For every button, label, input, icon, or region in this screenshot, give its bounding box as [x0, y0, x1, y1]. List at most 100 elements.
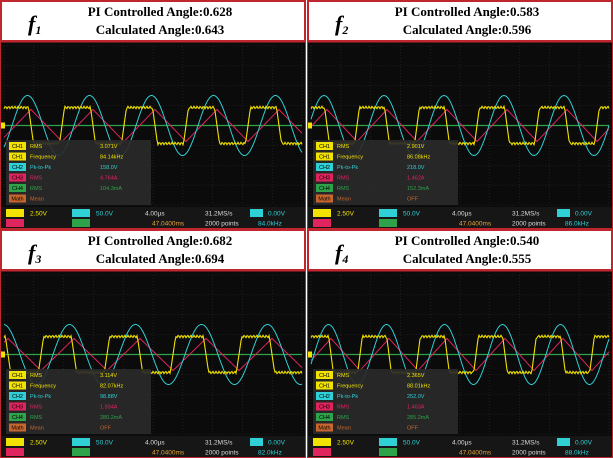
timebase: 4.00µs: [452, 211, 472, 218]
measure-name: Pk-to-Pk: [30, 394, 51, 400]
position: 47.0400ms: [459, 450, 492, 457]
measure-name: Frequency: [337, 384, 363, 390]
measure-name: Frequency: [337, 155, 363, 161]
measure-name: RMS: [30, 373, 43, 379]
measure-name: Mean: [30, 426, 44, 432]
measure-value: 1.463A: [407, 405, 425, 411]
measure-name: RMS: [30, 186, 43, 192]
points: 2000 points: [512, 450, 546, 457]
measure-name: RMS: [337, 144, 350, 150]
ch2-scale: 50.0V: [96, 211, 114, 218]
channel-name: CH1: [319, 384, 330, 390]
measure-name: RMS: [30, 176, 43, 182]
ch2-badge: [379, 209, 397, 217]
ch2-badge: [72, 438, 90, 446]
position: 47.0400ms: [152, 221, 185, 228]
sample-rate: 31.2MS/s: [512, 440, 540, 447]
measure-name: Frequency: [30, 384, 56, 390]
channel-name: CH1: [319, 373, 330, 379]
measure-value: 280.2mA: [100, 415, 122, 421]
ch4-badge: [379, 448, 397, 456]
measure-value: OFF: [407, 197, 419, 203]
channel-name: CH4: [12, 186, 23, 192]
ch2-scale: 50.0V: [96, 440, 114, 447]
channel-name: CH1: [12, 144, 23, 150]
measure-name: RMS: [30, 405, 43, 411]
measure-value: 1.462A: [407, 176, 425, 182]
measure-value: 82.07kHz: [100, 384, 123, 390]
scope-panel: f4PI Controlled Angle:0.540Calculated An…: [307, 230, 613, 458]
measure-value: 88.01kHz: [407, 384, 430, 390]
label-subscript: 3: [34, 252, 41, 266]
channel-name: CH1: [12, 373, 23, 379]
figure: f1PI Controlled Angle:0.628Calculated An…: [0, 0, 613, 458]
ch1-scale: 2.50V: [30, 211, 48, 218]
channel-name: Math: [318, 426, 330, 432]
measure-name: Mean: [30, 197, 44, 203]
measure-value: 218.0V: [407, 165, 425, 171]
label-subscript: 1: [35, 23, 41, 37]
pi-angle: PI Controlled Angle:0.628: [88, 4, 233, 19]
measure-name: RMS: [337, 373, 350, 379]
pi-angle: PI Controlled Angle:0.583: [395, 4, 540, 19]
channel-name: Math: [11, 426, 23, 432]
channel-name: CH3: [12, 405, 23, 411]
measure-table: [6, 140, 151, 205]
ch1-badge: [6, 438, 24, 446]
measure-table: [313, 369, 458, 434]
measure-value: 3.071V: [100, 144, 118, 150]
channel-name: CH3: [12, 176, 23, 182]
channel-name: CH2: [12, 394, 23, 400]
calculated-angle: Calculated Angle:0.694: [96, 251, 225, 266]
channel-name: CH3: [319, 176, 330, 182]
ch2-badge: [72, 209, 90, 217]
measure-table: [313, 140, 458, 205]
ch2-badge: [379, 438, 397, 446]
label-subscript: 2: [341, 23, 348, 37]
timebase: 4.00µs: [452, 440, 472, 447]
measure-name: Pk-to-Pk: [30, 165, 51, 171]
channel-name: CH4: [319, 415, 330, 421]
channel-name: Math: [318, 197, 330, 203]
trigger-badge: [250, 438, 263, 446]
channel-name: CH1: [12, 155, 23, 161]
measure-table: [6, 369, 151, 434]
ch1-scale: 2.50V: [30, 440, 48, 447]
trigger-level: 0.00V: [268, 211, 286, 218]
measure-value: 4.764A: [100, 176, 118, 182]
ch3-badge: [313, 219, 331, 227]
channel-name: CH2: [319, 394, 330, 400]
measure-value: 86.08kHz: [407, 155, 430, 161]
measure-name: RMS: [337, 176, 350, 182]
measure-name: RMS: [30, 415, 43, 421]
pi-angle: PI Controlled Angle:0.682: [88, 233, 233, 248]
sample-rate: 31.2MS/s: [205, 440, 233, 447]
ch4-badge: [72, 448, 90, 456]
measure-name: Mean: [337, 197, 351, 203]
channel-name: CH1: [319, 155, 330, 161]
measure-value: 104.3mA: [100, 186, 122, 192]
scope-screen: CH1RMS3.071VCH1Frequency84.14kHzCH2Pk-to…: [0, 42, 306, 229]
sample-rate: 31.2MS/s: [512, 211, 540, 218]
measure-name: Mean: [337, 426, 351, 432]
channel-name: CH3: [319, 405, 330, 411]
channel-name: CH4: [319, 186, 330, 192]
trigger-level: 0.00V: [575, 211, 593, 218]
ch4-badge: [72, 219, 90, 227]
channel-name: Math: [11, 197, 23, 203]
measure-name: RMS: [337, 405, 350, 411]
measure-value: 2.365V: [407, 373, 425, 379]
scope-panel: f1PI Controlled Angle:0.628Calculated An…: [0, 1, 306, 229]
trigger-badge: [250, 209, 263, 217]
scope-panel: f2PI Controlled Angle:0.583Calculated An…: [307, 1, 613, 229]
measure-name: RMS: [337, 415, 350, 421]
measure-name: RMS: [337, 186, 350, 192]
ch4-badge: [379, 219, 397, 227]
trigger-level: 0.00V: [575, 440, 593, 447]
ch3-badge: [6, 219, 24, 227]
timebase: 4.00µs: [145, 440, 165, 447]
position: 47.0400ms: [152, 450, 185, 457]
sample-rate: 31.2MS/s: [205, 211, 233, 218]
